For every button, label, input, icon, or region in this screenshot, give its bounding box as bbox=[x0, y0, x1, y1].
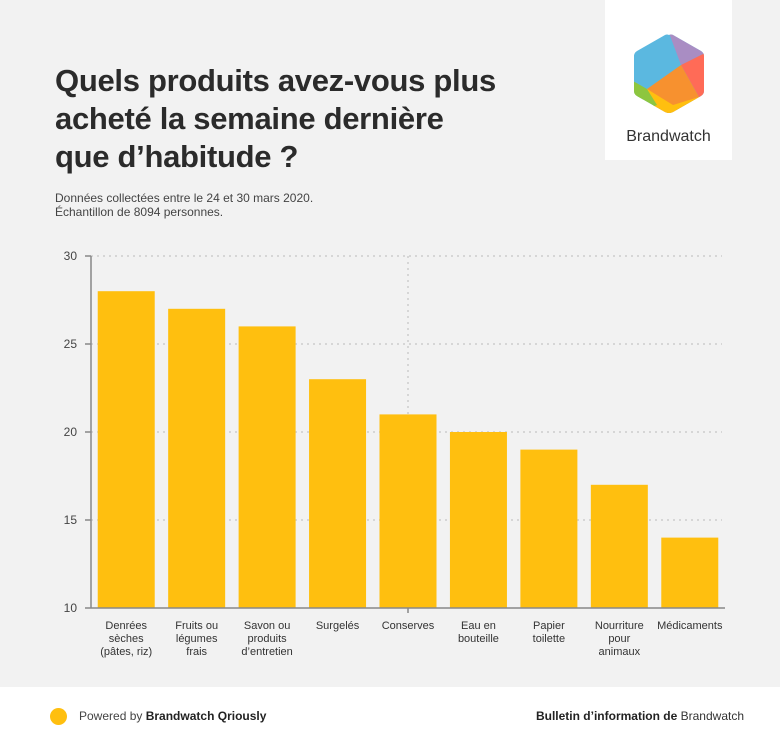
subtitle-line: Données collectées entre le 24 et 30 mar… bbox=[55, 191, 314, 205]
x-tick-label-line: (pâtes, riz) bbox=[100, 646, 152, 658]
brandwatch-logo-icon bbox=[634, 34, 704, 113]
bar bbox=[238, 326, 296, 608]
y-tick-label: 30 bbox=[64, 249, 78, 263]
powered-brand: Brandwatch Qriously bbox=[145, 709, 267, 723]
y-tick-label: 25 bbox=[64, 337, 78, 351]
x-tick-label-line: Surgelés bbox=[316, 620, 360, 632]
powered-by-text: Powered by Brandwatch Qriously bbox=[79, 709, 266, 723]
bar bbox=[97, 291, 155, 608]
x-tick-label-line: produits bbox=[248, 633, 288, 645]
footer: Powered by Brandwatch Qriously Bulletin … bbox=[0, 687, 780, 746]
x-tick-label-line: Conserves bbox=[382, 620, 435, 632]
bulletin-label: Bulletin d’information de bbox=[535, 709, 678, 723]
title-line: acheté la semaine dernière bbox=[55, 101, 444, 136]
x-tick-label: Médicaments bbox=[657, 620, 723, 632]
footer-dot-icon bbox=[50, 708, 67, 725]
x-tick-label-line: bouteille bbox=[458, 633, 499, 645]
bar bbox=[520, 449, 578, 608]
bar bbox=[309, 379, 367, 608]
bulletin-brand: Brandwatch bbox=[680, 709, 744, 723]
x-tick-label-line: Denrées bbox=[105, 620, 147, 632]
x-tick-label: Denrées sèches (pâtes, riz) bbox=[100, 620, 152, 658]
page-title: Quels produits avez-vous plus acheté la … bbox=[55, 62, 535, 176]
x-tick-label-line: Eau en bbox=[461, 620, 496, 632]
x-tick-label: Nourriture pour animaux bbox=[595, 620, 644, 658]
bar bbox=[379, 414, 437, 608]
brand-logo-box: Brandwatch bbox=[605, 0, 732, 160]
x-tick-label-line: Papier bbox=[533, 620, 565, 632]
bar bbox=[590, 484, 648, 608]
bar-chart: 10 15 20 25 30 Denrées sèches (pâtes, riz) Fruit… bbox=[64, 249, 725, 658]
x-tick-label: Eau en bouteille bbox=[458, 620, 499, 645]
x-tick-label-line: toilette bbox=[533, 633, 565, 645]
y-tick-label: 15 bbox=[64, 513, 78, 527]
y-tick-label: 20 bbox=[64, 425, 78, 439]
bar bbox=[661, 537, 719, 608]
x-tick-label-line: légumes bbox=[176, 633, 218, 645]
x-tick-label: Savon ou produits d’entretien bbox=[241, 620, 292, 658]
title-line: Quels produits avez-vous plus bbox=[55, 63, 496, 98]
x-tick-label: Surgelés bbox=[316, 620, 360, 632]
title-line: que d’habitude ? bbox=[55, 139, 299, 174]
x-tick-label: Conserves bbox=[382, 620, 435, 632]
logo-text: Brandwatch bbox=[626, 128, 711, 145]
bar bbox=[449, 432, 507, 608]
chart-subtitle: Données collectées entre le 24 et 30 mar… bbox=[55, 191, 313, 219]
x-tick-label-line: Fruits ou bbox=[175, 620, 218, 632]
subtitle-line: Échantillon de 8094 personnes. bbox=[55, 205, 224, 219]
x-tick-label: Fruits ou légumes frais bbox=[175, 620, 218, 658]
x-tick-label-line: animaux bbox=[599, 646, 641, 658]
x-tick-label-line: sèches bbox=[109, 633, 144, 645]
x-tick-label-line: d’entretien bbox=[241, 646, 292, 658]
y-tick-label: 10 bbox=[64, 601, 78, 615]
powered-prefix: Powered by bbox=[79, 709, 143, 723]
x-tick-label-line: Médicaments bbox=[657, 620, 723, 632]
bar bbox=[168, 308, 226, 608]
x-tick-label-line: Nourriture bbox=[595, 620, 644, 632]
x-tick-label: Papier toilette bbox=[533, 620, 565, 645]
x-tick-label-line: pour bbox=[608, 633, 630, 645]
bulletin-text: Bulletin d’information de Brandwatch bbox=[536, 709, 744, 723]
x-tick-label-line: Savon ou bbox=[244, 620, 290, 632]
x-tick-label-line: frais bbox=[186, 646, 207, 658]
